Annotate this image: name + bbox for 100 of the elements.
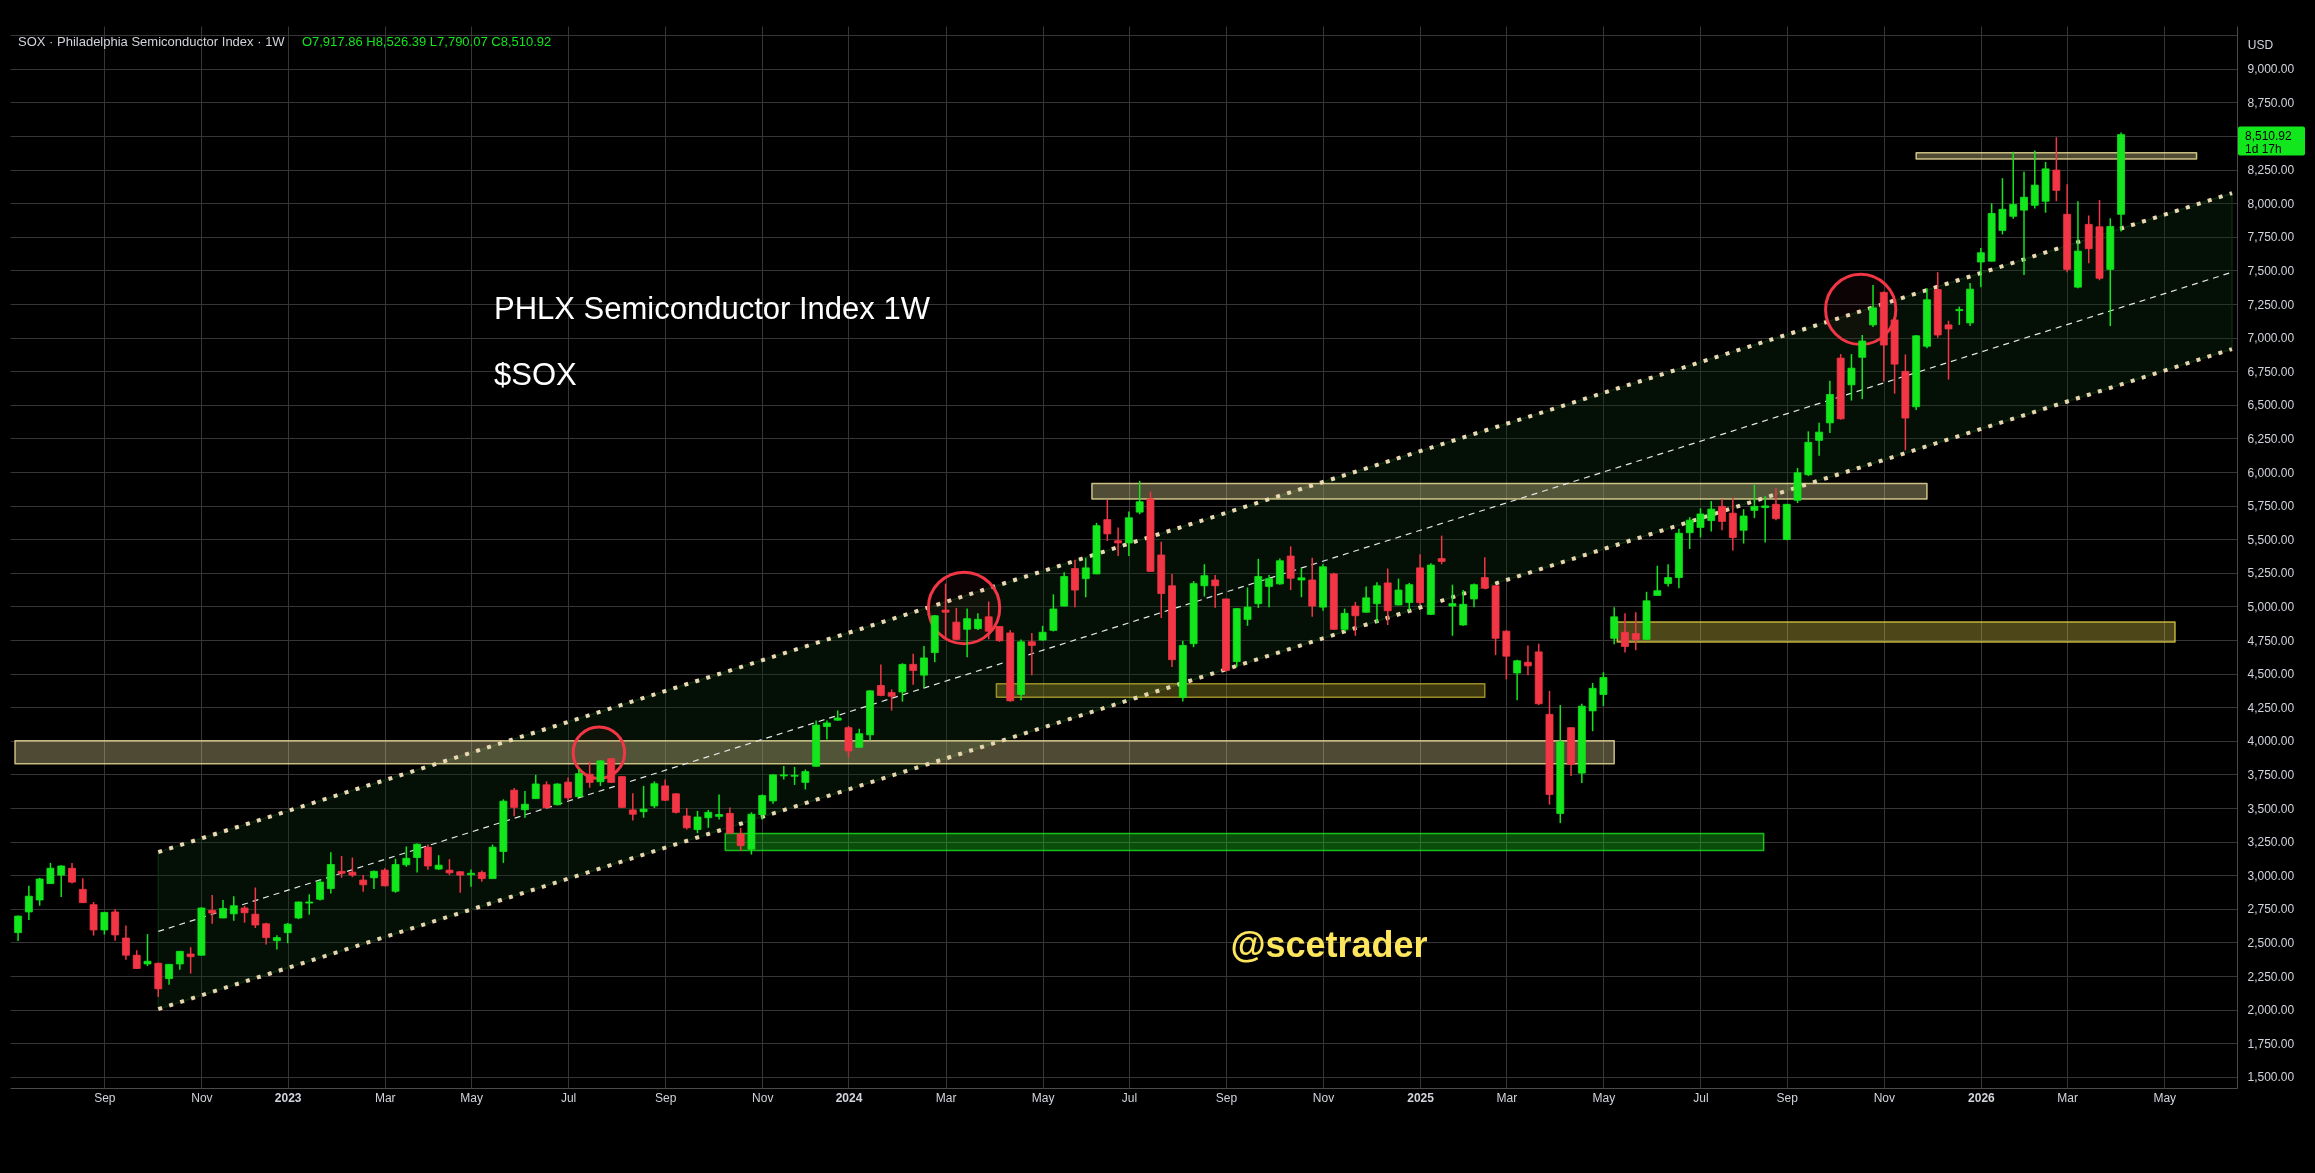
candlestick [175, 950, 184, 971]
candlestick [68, 862, 76, 885]
y-tick-label: 4,250.00 [2247, 700, 2295, 715]
candlestick [1200, 563, 1209, 598]
candlestick [1297, 567, 1306, 598]
x-tick-label: May [460, 1090, 483, 1105]
annotation: PHLX Semiconductor Index 1W [494, 291, 931, 326]
candlestick [887, 688, 896, 712]
candlestick [682, 807, 691, 831]
candlestick [283, 922, 292, 945]
candlestick [1653, 564, 1662, 597]
x-tick-label: Nov [191, 1090, 213, 1105]
x-tick-label: Mar [2057, 1090, 2078, 1105]
candlestick [1772, 487, 1780, 521]
x-tick-label: Mar [1496, 1090, 1518, 1105]
candlestick [1664, 563, 1673, 588]
candlestick [1135, 480, 1144, 516]
candlestick [1599, 671, 1608, 707]
candlestick [1750, 484, 1759, 519]
y-tick-label: 3,750.00 [2247, 767, 2295, 782]
y-tick-label: 8,000.00 [2247, 196, 2295, 211]
candlestick [909, 652, 918, 686]
candlestick [1351, 601, 1360, 637]
candlestick [24, 885, 33, 921]
candlestick [1696, 507, 1705, 539]
candlestick [305, 893, 314, 916]
y-tick-label: 2,750.00 [2247, 902, 2295, 917]
x-tick-label: Sep [654, 1090, 677, 1105]
y-tick-label: 3,250.00 [2247, 835, 2295, 850]
candlestick [661, 778, 670, 802]
candlestick [14, 914, 22, 942]
candlestick [1815, 422, 1823, 457]
candlestick [1437, 534, 1446, 566]
candlestick [725, 806, 734, 835]
candlestick [380, 867, 389, 888]
x-tick-label: Nov [1312, 1090, 1335, 1105]
y-tick-label: 6,250.00 [2247, 431, 2295, 446]
y-tick-label: 5,000.00 [2247, 599, 2295, 614]
y-tick-label: 6,750.00 [2247, 364, 2295, 379]
candlestick [1114, 526, 1123, 557]
candlestick [596, 759, 605, 787]
candlestick [1685, 516, 1694, 550]
candlestick [1405, 582, 1414, 612]
candlestick [1448, 583, 1457, 637]
x-tick-label: Jul [1121, 1090, 1138, 1105]
x-tick-label: 2024 [835, 1090, 863, 1105]
x-tick-label: 2025 [1407, 1090, 1435, 1105]
y-tick-label: 4,750.00 [2247, 633, 2295, 648]
candlestick [1373, 581, 1381, 624]
candlestick [1998, 177, 2007, 236]
candlestick [1286, 545, 1295, 591]
x-tick-label: Sep [1776, 1090, 1799, 1105]
x-tick-label: Jul [1693, 1090, 1709, 1105]
candlestick [607, 757, 616, 784]
candlestick [467, 868, 475, 888]
y-tick-label: 1,750.00 [2247, 1036, 2295, 1051]
y-axis-title: USD [2247, 37, 2274, 52]
y-tick-label: 4,000.00 [2247, 734, 2295, 749]
candlestick [1513, 658, 1522, 701]
candlestick [564, 776, 572, 802]
candlestick [952, 607, 961, 641]
candlestick [984, 600, 993, 641]
y-tick-label: 6,500.00 [2247, 398, 2295, 413]
candlestick [143, 933, 152, 967]
candlestick [1394, 577, 1403, 607]
y-tick-label: 2,250.00 [2247, 969, 2295, 984]
candlestick [1103, 499, 1112, 542]
candlestick [1621, 612, 1629, 654]
candlestick [1027, 632, 1036, 676]
y-tick-label: 5,750.00 [2247, 499, 2295, 514]
y-tick-label: 2,500.00 [2247, 935, 2295, 950]
candlestick [208, 894, 217, 925]
candlestick [790, 766, 799, 786]
candlestick [348, 856, 357, 878]
candlestick [35, 877, 44, 907]
candlestick [963, 607, 972, 659]
x-tick-label: May [2153, 1090, 2177, 1105]
candlestick [715, 793, 723, 821]
candlestick [693, 810, 702, 834]
y-tick-label: 7,000.00 [2247, 331, 2295, 346]
candlestick [801, 768, 810, 791]
x-tick-label: Sep [94, 1090, 116, 1105]
y-tick-label: 7,750.00 [2247, 230, 2295, 245]
candlestick [1524, 644, 1532, 676]
y-tick-label: 5,250.00 [2247, 566, 2295, 581]
candlestick [46, 862, 55, 885]
candlestick [1718, 498, 1726, 532]
candlestick [1869, 284, 1877, 328]
candlestick [521, 790, 529, 819]
x-tick-label: Nov [752, 1090, 774, 1105]
candlestick [531, 774, 540, 800]
y-tick-label: 9,000.00 [2247, 62, 2295, 77]
y-tick-label: 5,500.00 [2247, 532, 2295, 547]
candlestick [273, 934, 281, 951]
candlestick [2052, 136, 2061, 202]
candlestick [1211, 574, 1220, 609]
y-tick-label: 6,000.00 [2247, 465, 2295, 480]
candlestick [1631, 611, 1640, 651]
x-tick-label: Mar [935, 1090, 957, 1105]
candlestick [1739, 508, 1748, 545]
